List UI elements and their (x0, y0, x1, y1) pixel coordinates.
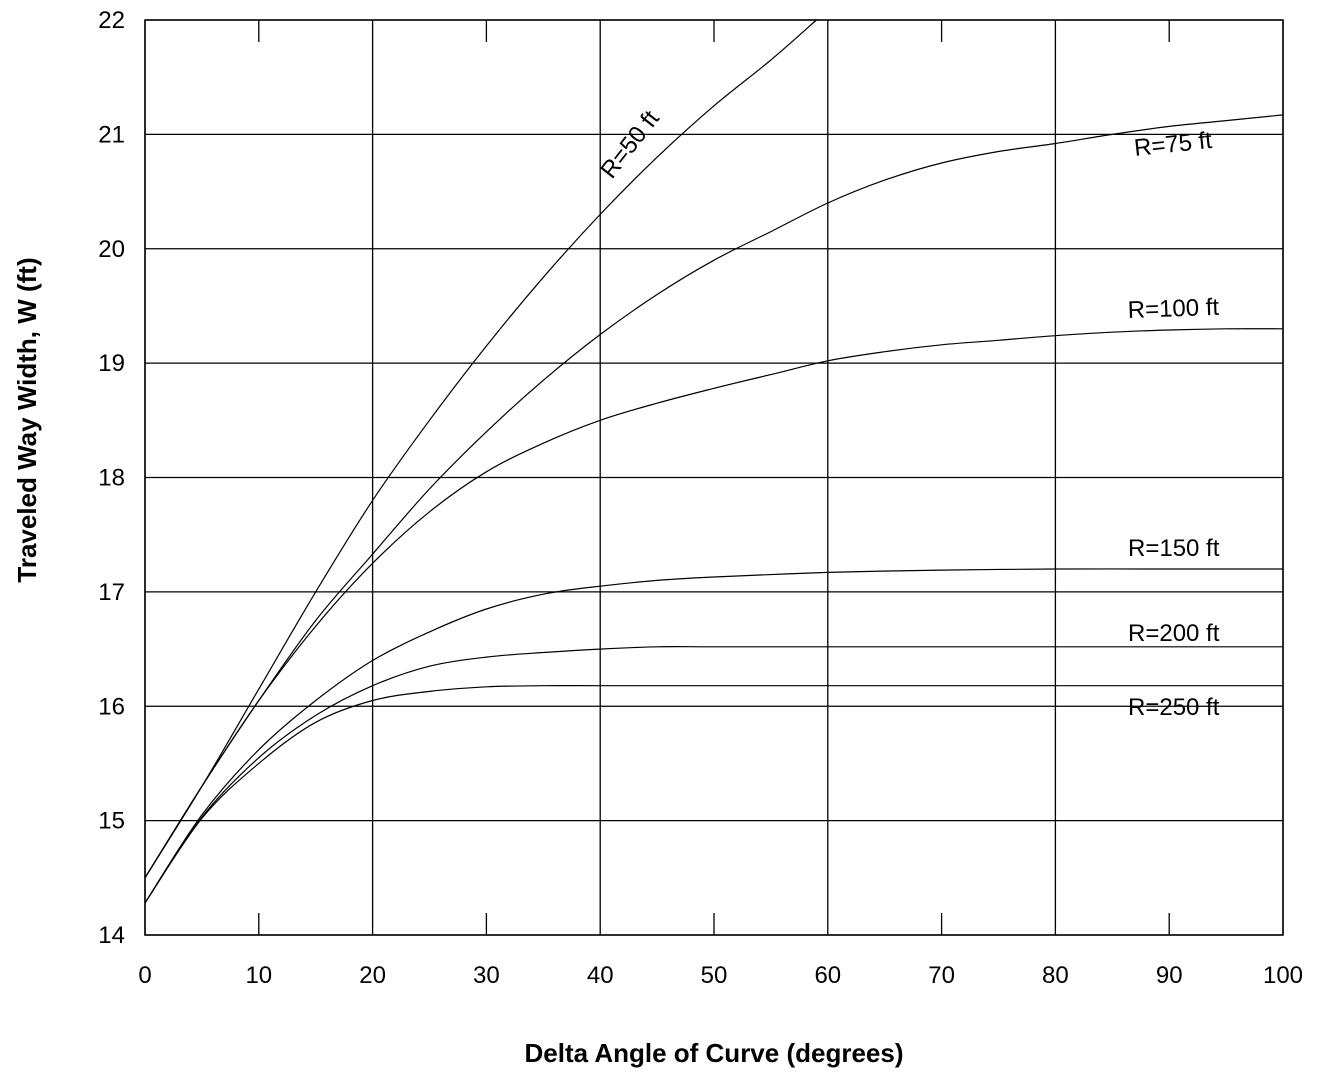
label-layer: 0 10 20 30 40 50 60 70 80 90 100 14 15 16 17 18 19 20 21 22… (98, 7, 1303, 989)
series-label: R=150 ft (1128, 535, 1220, 562)
x-tick-label: 40 (587, 962, 614, 989)
x-tick-label: 100 (1263, 962, 1303, 989)
x-tick-label: 70 (928, 962, 955, 989)
series-label: R=50 ft (595, 105, 665, 183)
series-line (144, 19, 817, 879)
y-tick-label: 15 (98, 808, 125, 835)
series-label: R=75 ft (1133, 127, 1214, 162)
series-line (144, 568, 1283, 904)
y-axis-title: Traveled Way Width, W (ft) (12, 257, 42, 582)
x-tick-label: 20 (359, 962, 386, 989)
plot-frame (144, 19, 1284, 936)
x-tick-label: 60 (814, 962, 841, 989)
y-tick-label: 18 (98, 465, 125, 492)
x-tick-label: 30 (473, 962, 500, 989)
x-tick-label: 50 (701, 962, 728, 989)
series-layer (144, 19, 1284, 904)
y-tick-label: 20 (98, 236, 125, 263)
series-line (144, 646, 1283, 904)
series-label: R=200 ft (1128, 620, 1220, 647)
tick-layer (258, 20, 1170, 935)
x-tick-label: 10 (245, 962, 272, 989)
series-label: R=100 ft (1127, 294, 1220, 324)
y-tick-label: 17 (98, 579, 125, 606)
x-axis-title: Delta Angle of Curve (degrees) (524, 1038, 903, 1068)
y-tick-label: 19 (98, 350, 125, 377)
x-tick-label: 90 (1156, 962, 1183, 989)
series-line (144, 685, 1283, 904)
y-tick-label: 14 (98, 922, 125, 949)
x-tick-label: 0 (138, 962, 151, 989)
x-tick-label: 80 (1042, 962, 1069, 989)
series-label: R=250 ft (1128, 694, 1220, 721)
series-line (144, 114, 1284, 879)
y-tick-label: 21 (98, 121, 125, 148)
y-tick-label: 22 (98, 7, 125, 34)
y-tick-label: 16 (98, 693, 125, 720)
series-line (144, 328, 1284, 879)
grid-layer (144, 19, 1284, 936)
